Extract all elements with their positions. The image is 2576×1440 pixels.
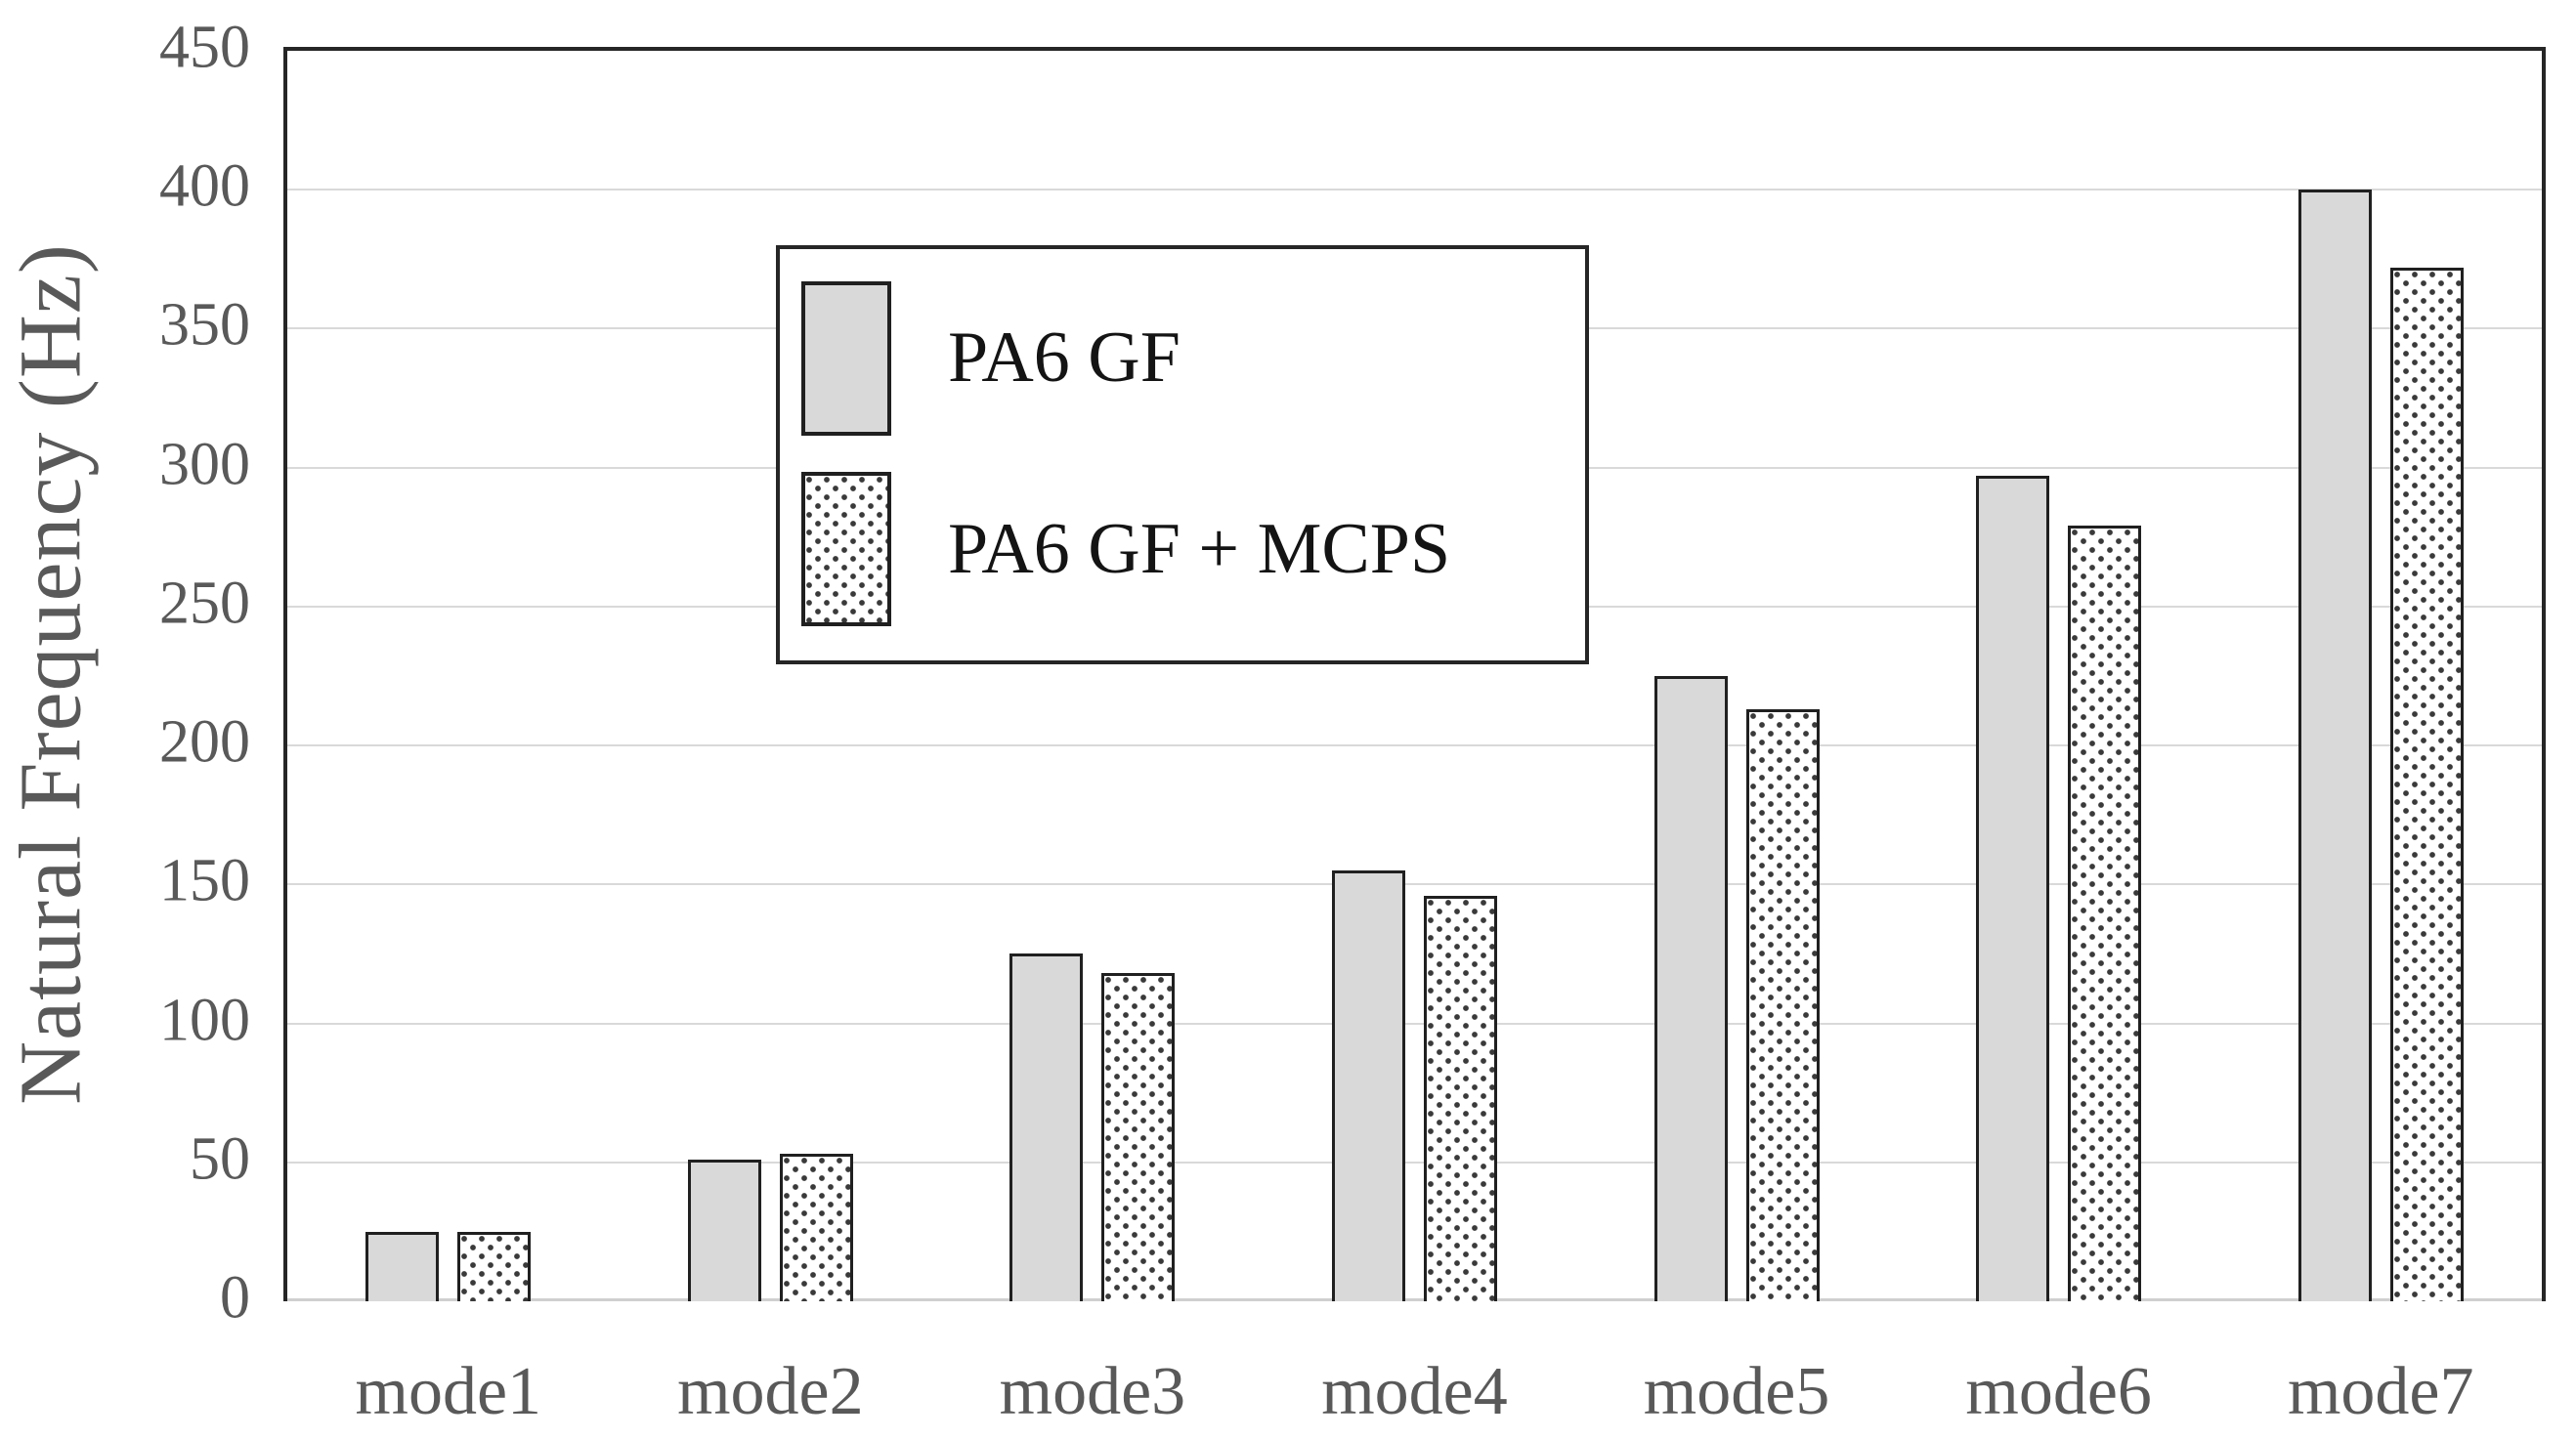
x-axis-label: mode1 [355,1354,542,1429]
y-tick-label: 250 [159,570,250,637]
y-tick-label: 450 [159,14,250,81]
y-tick-label: 400 [159,152,250,220]
bar [457,1231,532,1301]
legend-label: PA6 GF [948,318,1181,399]
bar [2297,190,2372,1301]
legend-label: PA6 GF + MCPS [948,508,1451,589]
x-axis-label: mode4 [1321,1354,1508,1429]
x-axis-label: mode5 [1643,1354,1830,1429]
y-tick-label: 100 [159,987,250,1054]
y-tick-label: 50 [190,1125,250,1193]
legend-swatch-solid [801,280,891,436]
x-axis-label: mode6 [1965,1354,2152,1429]
y-axis-title: Natural Frequency (Hz) [2,243,100,1105]
bar [1424,895,1497,1301]
legend-item: PA6 GF [780,263,1585,454]
bar [1101,973,1176,1301]
bar [1653,676,1728,1301]
bar [1745,709,1820,1301]
legend-item: PA6 GF + MCPS [780,454,1585,646]
y-tick-label: 0 [220,1264,250,1332]
gridline [287,744,2542,747]
y-tick-label: 300 [159,431,250,498]
legend: PA6 GF PA6 GF + MCPS [776,245,1589,664]
x-axis-line [287,1298,2542,1301]
bar [2068,526,2142,1301]
bar [687,1159,761,1301]
x-axis-label: mode2 [677,1354,864,1429]
bar [2389,267,2464,1301]
gridline [287,1022,2542,1025]
bar [1009,953,1084,1301]
gridline [287,1161,2542,1164]
bar [1976,476,2050,1301]
gridline [287,189,2542,191]
plot-area: PA6 GF PA6 GF + MCPS [283,47,2546,1301]
x-axis-label: mode3 [999,1354,1186,1429]
x-axis-label: mode7 [2287,1354,2474,1429]
bar [1332,870,1405,1301]
bar [779,1154,853,1301]
bar [365,1231,440,1301]
gridline [287,883,2542,886]
legend-swatch-dotted [801,472,891,627]
y-tick-label: 350 [159,292,250,360]
y-tick-label: 150 [159,847,250,914]
y-tick-label: 200 [159,708,250,776]
